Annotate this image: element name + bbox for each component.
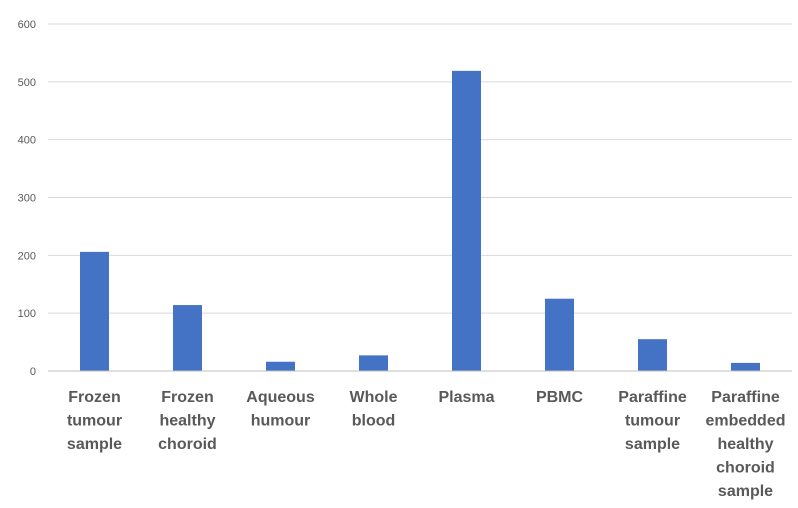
y-tick-label: 600: [18, 19, 36, 31]
bar: [173, 305, 202, 371]
y-tick-label: 100: [18, 308, 36, 320]
y-axis-ticks: 0 100 200 300 400 500 600: [18, 19, 36, 378]
x-axis-ticks: Frozen tumour sample Frozen healthy choroid Aq…: [67, 389, 786, 500]
bar: [359, 355, 388, 371]
x-tick-label: Whole blood: [350, 389, 398, 430]
bar: [731, 362, 760, 371]
gridlines: [48, 23, 792, 314]
x-tick-label-line: Frozen: [68, 389, 120, 406]
y-tick-label: 0: [30, 366, 36, 378]
bar: [80, 251, 109, 371]
x-tick-label-line: Plasma: [438, 389, 494, 406]
x-tick-label: Frozen healthy choroid: [158, 389, 217, 453]
x-tick-label-line: Paraffine: [711, 389, 780, 406]
x-tick-label: Paraffine tumour sample: [618, 389, 687, 453]
x-tick-label-line: sample: [625, 436, 680, 453]
bar: [266, 361, 295, 371]
x-tick-label: PBMC: [536, 389, 584, 406]
x-tick-label-line: embedded: [705, 413, 785, 430]
x-tick-label-line: PBMC: [536, 389, 584, 406]
x-tick-label-line: tumour: [625, 413, 680, 430]
x-tick-label-line: sample: [718, 483, 773, 500]
x-tick-label-line: sample: [67, 436, 122, 453]
y-tick-label: 200: [18, 250, 36, 262]
x-tick-label-line: healthy: [159, 413, 215, 430]
bar: [452, 70, 481, 371]
bar: [638, 339, 667, 371]
x-tick-label-line: Frozen: [161, 389, 213, 406]
x-tick-label: Paraffine embedded healthy choroid sample: [705, 389, 785, 500]
x-tick-label-line: choroid: [158, 436, 217, 453]
x-tick-label-line: Whole: [350, 389, 398, 406]
x-tick-label-line: healthy: [717, 436, 773, 453]
x-tick-label: Aqueous humour: [246, 389, 315, 430]
x-tick-label-line: humour: [251, 413, 311, 430]
x-tick-label-line: tumour: [67, 413, 122, 430]
x-tick-label-line: blood: [352, 413, 396, 430]
y-tick-label: 300: [18, 193, 36, 205]
bar: [545, 298, 574, 371]
y-tick-label: 500: [18, 77, 36, 89]
x-tick-label-line: Aqueous: [246, 389, 315, 406]
y-tick-label: 400: [18, 135, 36, 147]
bars: [80, 70, 760, 371]
x-tick-label-line: choroid: [716, 460, 775, 477]
x-tick-label-line: Paraffine: [618, 389, 687, 406]
x-tick-label: Frozen tumour sample: [67, 389, 122, 453]
x-tick-label: Plasma: [438, 389, 494, 406]
